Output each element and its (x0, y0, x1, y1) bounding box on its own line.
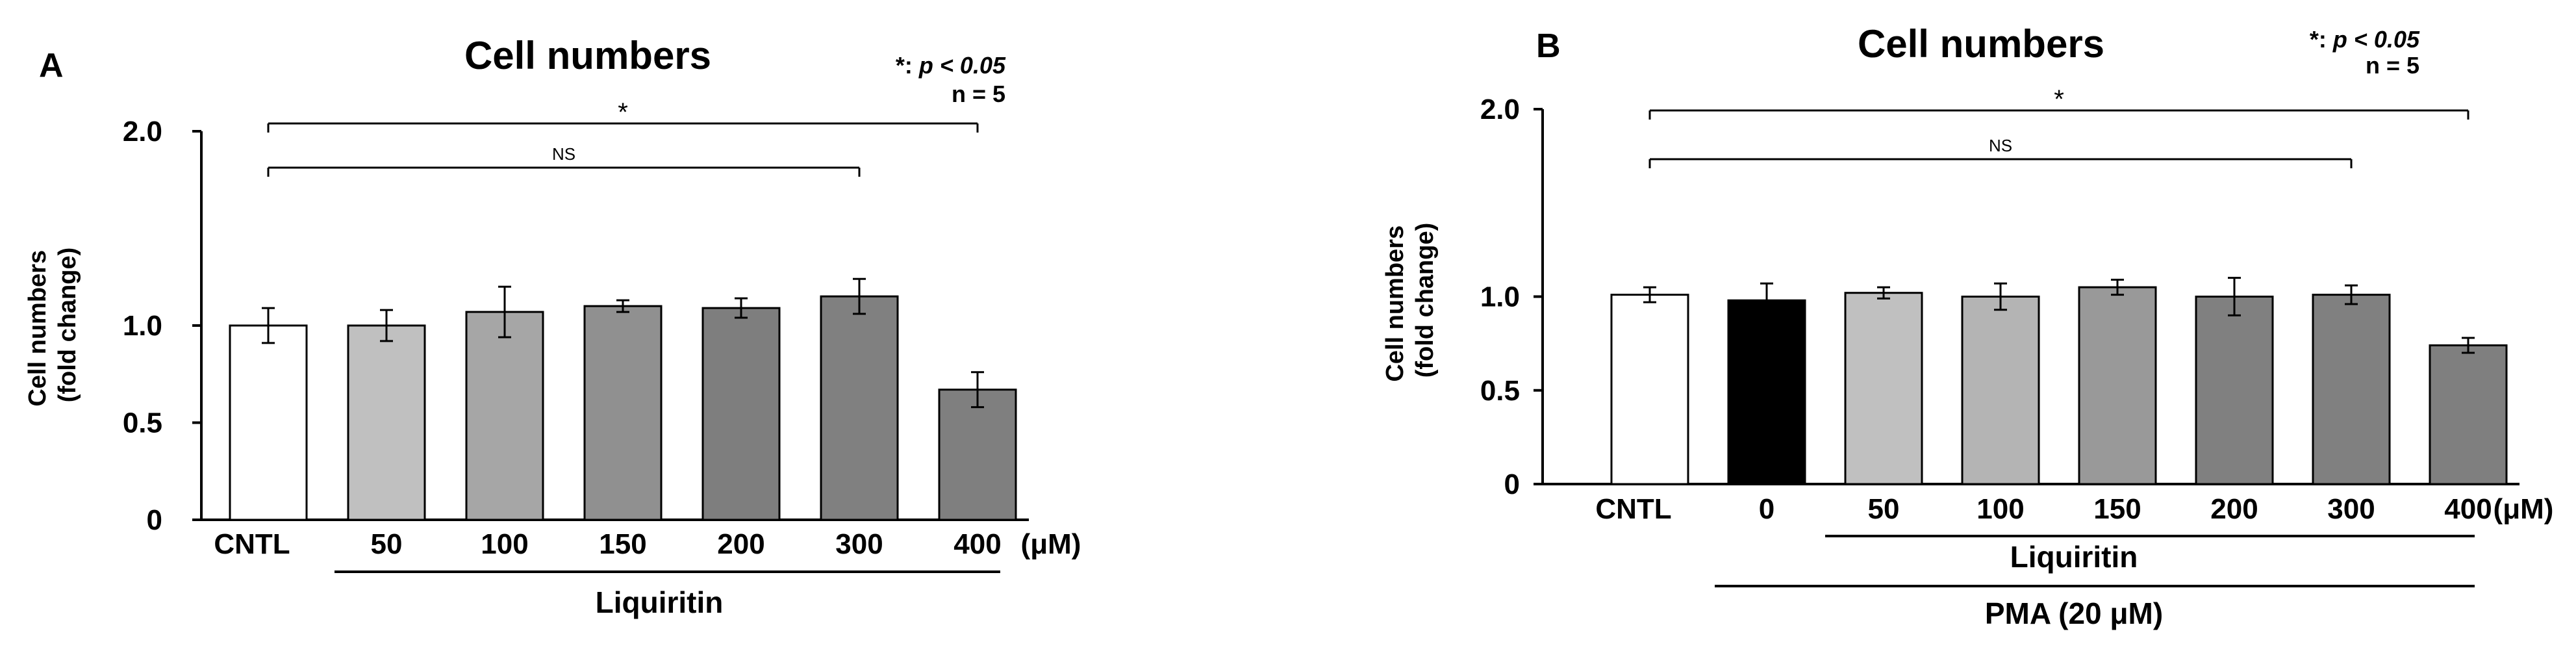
panel-a-y-tick-label: 2.0 (123, 116, 162, 147)
panel-b-title: Cell numbers (1858, 22, 2104, 66)
panel-a-ylabel: Cell numbers (fold change) (24, 243, 81, 406)
panel-b-comparison-label: NS (1989, 136, 2012, 155)
panel-a-x-tick-label: 300 (835, 528, 883, 560)
panel-b-bar (2078, 286, 2157, 485)
panel-b: B Cell numbers *: p < 0.05 n = 5 Cell nu… (1382, 22, 2553, 630)
panel-a-unit: (μM) (1021, 528, 1081, 560)
panel-a-stats-p: p < 0.05 (918, 52, 1006, 79)
panel-a-stats-prefix: : (905, 52, 919, 79)
panel-b-error-bars (1643, 277, 2475, 354)
panel-b-x-tick-label: CNTL (1595, 493, 1671, 525)
panel-b-bar (1727, 299, 1806, 485)
panel-a-comparison-label: NS (552, 144, 575, 164)
panel-a-title: Cell numbers (464, 34, 711, 77)
panel-a-ylabel-line-2: (fold change) (54, 248, 81, 403)
panel-b-x-tick-label: 150 (2093, 493, 2141, 525)
panel-b-y-tick-label: 0.5 (1480, 375, 1520, 407)
panel-b-y-tick-label: 1.0 (1480, 281, 1520, 313)
panel-a-ylabel-line-1: Cell numbers (24, 250, 51, 407)
panel-b-x-tick-label: 0 (1759, 493, 1774, 525)
panel-a-x-tick-label: 400 (953, 528, 1001, 560)
panel-b-comparisons: * NS (1648, 85, 2469, 168)
panel-a-comparisons: * NS (267, 98, 979, 177)
panel-a-bar (347, 324, 426, 521)
panel-b-letter: B (1536, 27, 1561, 65)
panel-a-x-tick-labels: CNTL 50 100 150 200 300 400 (214, 528, 1001, 560)
panel-b-x-tick-labels: CNTL 0 50 100 150 200 300 400 (1595, 493, 2492, 525)
panel-b-stats-note: *: p < 0.05 (2310, 26, 2420, 53)
panel-b-bar (2312, 294, 2391, 485)
panel-a-x-tick-label: CNTL (214, 528, 290, 560)
panel-a: A Cell numbers *: p < 0.05 n = 5 Cell nu… (24, 34, 1081, 619)
panel-a-y-tick-label: 0 (147, 504, 162, 536)
panel-b-unit: (μM) (2494, 493, 2554, 525)
panel-b-bar (1844, 292, 1923, 485)
panel-a-x-tick-label: 200 (717, 528, 764, 560)
panel-b-comparison-label: * (2054, 85, 2064, 114)
panel-b-bars (1610, 286, 2508, 485)
panel-b-stats-prefix: : (2319, 26, 2333, 53)
panel-a-bar (938, 389, 1017, 521)
panel-b-x-tick-label: 200 (2210, 493, 2258, 525)
panel-a-y-axis: 0 0.5 1.0 2.0 (123, 116, 1029, 536)
panel-b-ylabel-line-2: (fold change) (1411, 223, 1439, 378)
panel-b-y-tick-label: 0 (1504, 468, 1520, 500)
panel-a-bar (701, 307, 781, 521)
panel-b-stats-symbol: * (2310, 26, 2319, 53)
panel-a-error-bars (262, 277, 984, 409)
panel-a-bar (465, 311, 544, 521)
panel-a-letter: A (39, 47, 64, 84)
panel-b-liquiritin-label: Liquiritin (2010, 540, 2138, 574)
panel-b-x-tick-label: 50 (1868, 493, 1900, 525)
panel-a-x-tick-label: 150 (599, 528, 646, 560)
panel-b-x-tick-label: 100 (1976, 493, 2024, 525)
panel-b-bar (2429, 344, 2508, 485)
panel-b-stats-n: n = 5 (2366, 52, 2419, 79)
panel-a-x-tick-label: 100 (481, 528, 528, 560)
panel-b-bar (1961, 296, 2040, 485)
panel-b-ylabel-line-1: Cell numbers (1382, 225, 1409, 382)
panel-b-stats-p: p < 0.05 (2332, 26, 2420, 53)
panel-a-stats-note: *: p < 0.05 (896, 52, 1006, 79)
panel-a-bar (820, 295, 899, 521)
panel-a-stats-n: n = 5 (952, 81, 1005, 107)
panel-b-x-tick-label: 300 (2327, 493, 2375, 525)
panel-b-bar (2195, 296, 2274, 485)
panel-b-ylabel: Cell numbers (fold change) (1382, 218, 1439, 381)
panel-a-stats-symbol: * (896, 52, 905, 79)
panel-a-y-tick-label: 1.0 (123, 310, 162, 342)
panel-a-bar (229, 324, 308, 521)
panel-a-bars (229, 295, 1017, 521)
panel-a-y-tick-label: 0.5 (123, 407, 162, 439)
panel-b-x-tick-label: 400 (2444, 493, 2492, 525)
panel-a-x-tick-label: 50 (371, 528, 403, 560)
panel-a-comparison-label: * (618, 98, 628, 127)
panel-b-y-tick-label: 2.0 (1480, 94, 1520, 125)
panel-a-liquiritin-label: Liquiritin (596, 585, 724, 619)
panel-a-bar (583, 305, 663, 521)
panel-b-bar (1610, 294, 1689, 485)
panel-b-pma-label: PMA (20 μM) (1985, 596, 2163, 630)
